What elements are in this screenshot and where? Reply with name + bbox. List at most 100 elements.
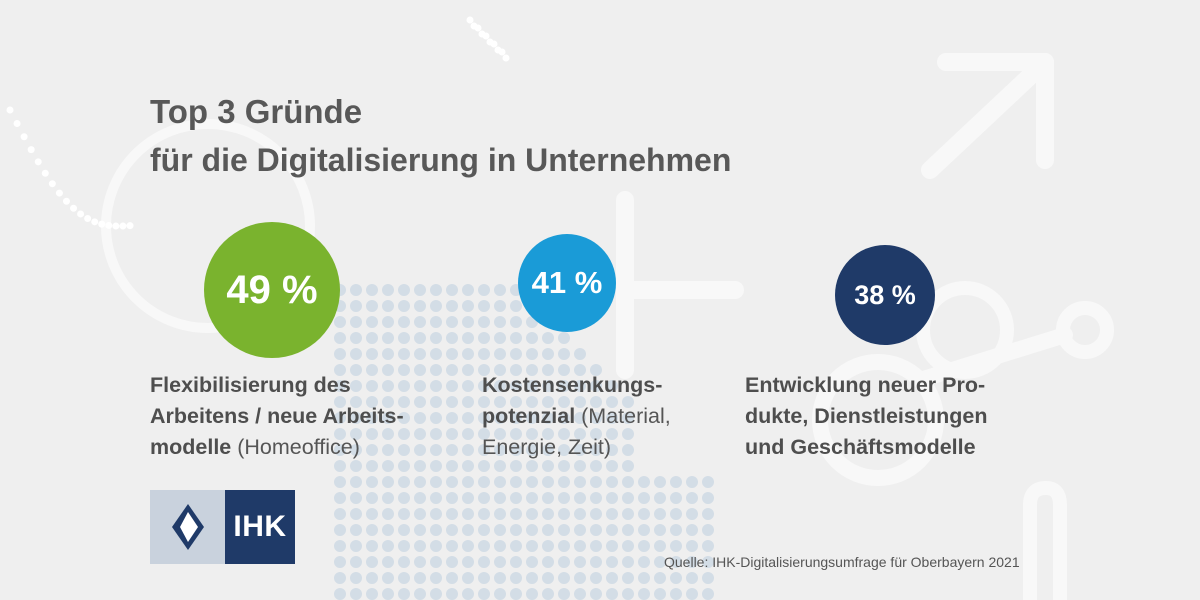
pattern-dot bbox=[494, 348, 506, 360]
pattern-dot bbox=[382, 588, 394, 600]
pattern-dot bbox=[478, 556, 490, 568]
pattern-dot bbox=[702, 476, 714, 488]
pattern-dot bbox=[398, 444, 410, 456]
pattern-dot bbox=[494, 556, 506, 568]
pattern-dot bbox=[606, 380, 618, 392]
pattern-dot bbox=[590, 476, 602, 488]
pattern-dot bbox=[478, 428, 490, 440]
pattern-dot bbox=[350, 508, 362, 520]
pattern-dot bbox=[446, 588, 458, 600]
pattern-dot bbox=[622, 444, 634, 456]
pattern-dot bbox=[334, 588, 346, 600]
pattern-dot bbox=[590, 492, 602, 504]
pattern-dot bbox=[526, 396, 538, 408]
pattern-dot bbox=[574, 492, 586, 504]
pattern-dot bbox=[334, 460, 346, 472]
pattern-dot bbox=[590, 380, 602, 392]
pattern-dot bbox=[430, 412, 442, 424]
pattern-dot bbox=[366, 412, 378, 424]
pattern-dot bbox=[366, 508, 378, 520]
pattern-dot bbox=[382, 524, 394, 536]
pattern-dot bbox=[334, 444, 346, 456]
pattern-dot bbox=[702, 508, 714, 520]
pattern-dot bbox=[494, 444, 506, 456]
pattern-dot bbox=[350, 364, 362, 376]
pattern-dot bbox=[462, 348, 474, 360]
pattern-dot bbox=[606, 572, 618, 584]
pattern-dot bbox=[366, 380, 378, 392]
dotted-line-decoration bbox=[6, 16, 510, 230]
pattern-dot bbox=[638, 508, 650, 520]
decor-dot bbox=[98, 220, 106, 228]
pattern-dot bbox=[478, 300, 490, 312]
pattern-dot bbox=[574, 428, 586, 440]
pattern-dot bbox=[350, 524, 362, 536]
pattern-dot bbox=[478, 348, 490, 360]
pattern-dot bbox=[382, 300, 394, 312]
reason-line: Flexibilisierung des bbox=[150, 373, 351, 397]
pattern-dot bbox=[638, 492, 650, 504]
pattern-dot bbox=[414, 348, 426, 360]
pattern-dot bbox=[462, 444, 474, 456]
page-title: Top 3 Gründe bbox=[150, 93, 363, 130]
pattern-dot bbox=[638, 588, 650, 600]
pattern-dot bbox=[366, 588, 378, 600]
pattern-dot bbox=[414, 284, 426, 296]
pattern-dot bbox=[590, 444, 602, 456]
pattern-dot bbox=[590, 396, 602, 408]
pattern-dot bbox=[606, 524, 618, 536]
pattern-dot bbox=[574, 556, 586, 568]
pattern-dot bbox=[574, 588, 586, 600]
pattern-dot bbox=[334, 428, 346, 440]
ihk-logo: IHK bbox=[150, 490, 295, 564]
pattern-dot bbox=[542, 524, 554, 536]
decor-dot bbox=[6, 106, 14, 114]
pattern-dot bbox=[654, 540, 666, 552]
pattern-dot bbox=[686, 524, 698, 536]
pattern-dot bbox=[382, 428, 394, 440]
pattern-dot bbox=[542, 348, 554, 360]
pattern-dot bbox=[398, 300, 410, 312]
source-note: Quelle: IHK-Digitalisierungsumfrage für … bbox=[664, 554, 1020, 570]
pattern-dot bbox=[478, 284, 490, 296]
gender-icon bbox=[812, 354, 944, 486]
pattern-dot bbox=[494, 524, 506, 536]
page-subtitle: für die Digitalisierung in Unternehmen bbox=[150, 142, 732, 178]
pattern-dot bbox=[670, 508, 682, 520]
pattern-dot bbox=[382, 412, 394, 424]
pattern-dot bbox=[622, 492, 634, 504]
pattern-dot bbox=[398, 316, 410, 328]
pattern-dot bbox=[366, 444, 378, 456]
pattern-dot bbox=[382, 572, 394, 584]
pattern-dot bbox=[542, 444, 554, 456]
pattern-dot bbox=[670, 540, 682, 552]
stat-circle-cost: 41 % bbox=[518, 234, 616, 332]
pattern-dot bbox=[430, 284, 442, 296]
pattern-dot bbox=[526, 524, 538, 536]
pattern-dot bbox=[494, 588, 506, 600]
pattern-dot bbox=[414, 316, 426, 328]
pattern-dot bbox=[510, 348, 522, 360]
pattern-dot bbox=[430, 332, 442, 344]
pattern-dot bbox=[526, 332, 538, 344]
pattern-dot bbox=[366, 284, 378, 296]
pattern-dot bbox=[462, 540, 474, 552]
pattern-dot bbox=[366, 332, 378, 344]
decor-dot bbox=[502, 54, 510, 62]
pattern-dot bbox=[446, 460, 458, 472]
pattern-dot bbox=[430, 444, 442, 456]
pattern-dot bbox=[494, 364, 506, 376]
pattern-dot bbox=[366, 364, 378, 376]
pattern-dot bbox=[350, 348, 362, 360]
pattern-dot bbox=[462, 380, 474, 392]
pattern-dot bbox=[366, 348, 378, 360]
pattern-dot bbox=[526, 540, 538, 552]
pattern-dot bbox=[638, 572, 650, 584]
pattern-dot bbox=[494, 428, 506, 440]
pattern-dot bbox=[686, 572, 698, 584]
pattern-dot bbox=[462, 524, 474, 536]
pattern-dot bbox=[590, 572, 602, 584]
pattern-dot bbox=[606, 492, 618, 504]
pattern-dot bbox=[382, 508, 394, 520]
pattern-dot bbox=[462, 460, 474, 472]
